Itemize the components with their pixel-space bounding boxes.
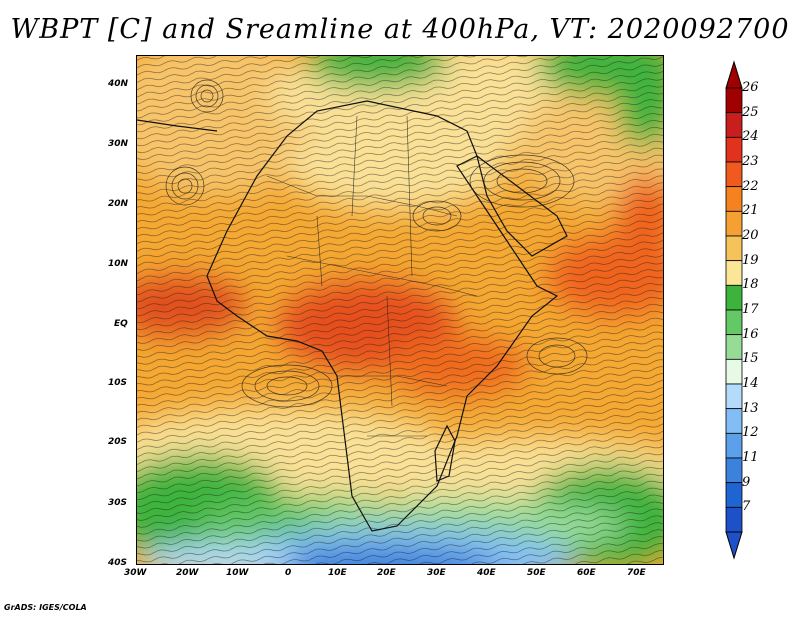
lat-label-20s: 20S: [108, 437, 128, 447]
colorbar-label: 24: [742, 129, 759, 145]
colorbar-swatch: [725, 383, 743, 410]
colorbar-swatch: [725, 432, 743, 459]
colorbar-label: 22: [742, 178, 759, 194]
colorbar-swatch: [725, 506, 743, 533]
wbpt-streamline-map: [137, 56, 663, 564]
colorbar-swatch: [725, 235, 743, 262]
colorbar-label: 23: [742, 154, 759, 169]
colorbar-swatch: [725, 161, 743, 188]
lat-label-eq: EQ: [114, 319, 128, 329]
colorbar-label: 25: [742, 104, 759, 120]
colorbar-swatch: [725, 457, 743, 484]
colorbar-top-arrow: [725, 60, 743, 89]
colorbar-bottom-arrow: [725, 531, 743, 560]
chart-title: WBPT [C] and Sreamline at 400hPa, VT: 20…: [10, 14, 790, 45]
lon-label-20w: 20W: [176, 568, 199, 578]
credit-text: GrADS: IGES/COLA: [4, 603, 87, 612]
lon-label-40e: 40E: [477, 568, 496, 578]
colorbar-swatch: [725, 210, 743, 237]
lon-label-20e: 20E: [377, 568, 396, 578]
colorbar-swatch: [725, 309, 743, 336]
colorbar-label: 9: [742, 474, 751, 490]
colorbar-swatch: [725, 260, 743, 286]
lat-label-10n: 10N: [108, 259, 129, 269]
colorbar-swatch: [725, 334, 743, 360]
colorbar: [725, 60, 743, 560]
lon-label-50e: 50E: [527, 568, 546, 578]
lon-label-60e: 60E: [577, 568, 596, 578]
colorbar-swatch: [725, 112, 743, 138]
lon-label-10e: 10E: [328, 568, 347, 578]
colorbar-label: 15: [742, 351, 759, 367]
lat-label-30s: 30S: [108, 498, 128, 508]
country-borders: [266, 115, 478, 437]
lat-label-40s: 40S: [108, 558, 128, 568]
lon-label-10w: 10W: [226, 568, 249, 578]
colorbar-label: 19: [742, 252, 759, 268]
colorbar-label: 16: [742, 326, 759, 342]
colorbar-swatch: [725, 136, 743, 163]
lat-label-10s: 10S: [108, 378, 128, 388]
colorbar-label: 18: [742, 277, 759, 293]
colorbar-swatch: [725, 87, 743, 114]
lon-label-70e: 70E: [627, 568, 646, 578]
colorbar-label: 20: [742, 228, 759, 243]
colorbar-label: 7: [742, 499, 751, 515]
map-panel: [136, 55, 664, 565]
lon-label-30w: 30W: [124, 568, 147, 578]
colorbar-label: 12: [742, 425, 759, 441]
colorbar-swatch: [725, 186, 743, 212]
lat-label-40n: 40N: [108, 79, 129, 89]
colorbar-swatch: [725, 284, 743, 311]
streamline-overlay: [137, 56, 663, 564]
colorbar-swatch: [725, 358, 743, 385]
colorbar-label: 21: [742, 203, 759, 219]
streamline-vortices: [165, 79, 588, 408]
colorbar-swatch: [725, 408, 743, 434]
lon-label-30e: 30E: [427, 568, 446, 578]
lon-label-0: 0: [285, 568, 292, 578]
colorbar-swatch: [725, 482, 743, 508]
colorbar-label: 11: [742, 450, 759, 465]
lat-label-30n: 30N: [108, 139, 129, 149]
colorbar-label: 13: [742, 400, 759, 416]
colorbar-label: 14: [742, 376, 759, 391]
colorbar-label: 26: [742, 80, 759, 95]
lat-label-20n: 20N: [108, 199, 129, 209]
coastlines: [137, 100, 568, 532]
colorbar-label: 17: [742, 302, 759, 317]
